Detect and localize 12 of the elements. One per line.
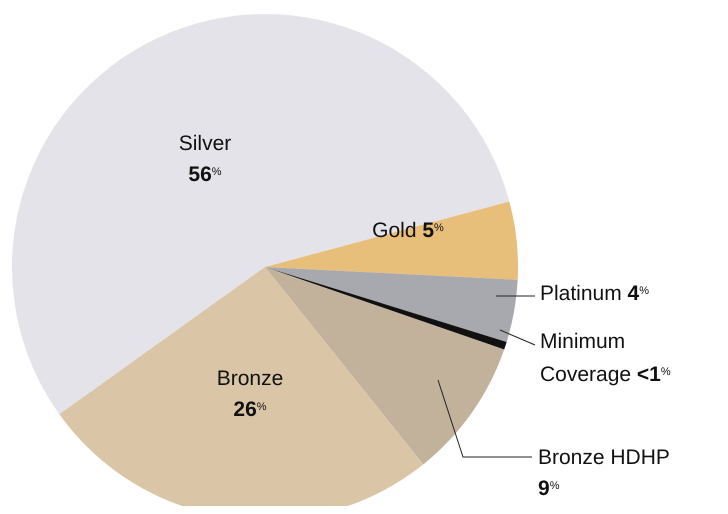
data-label: 5$^{%}$ [422, 219, 444, 242]
slice-label: Platinum [540, 282, 622, 305]
slice-label: Bronze HDHP [538, 446, 670, 469]
slice-label: Gold [372, 219, 417, 242]
data-label: 26$^{%}$ [233, 398, 267, 421]
slice-label: Silver [178, 132, 232, 155]
data-label: <1$^{%}$ [636, 363, 671, 386]
slice-label: Bronze [216, 367, 284, 390]
slice-label: Minimum Coverage [540, 330, 637, 386]
data-label: 4$^{%}$ [628, 282, 650, 305]
data-label: 56$^{%}$ [188, 163, 222, 186]
data-label: 9$^{%}$ [538, 477, 560, 500]
